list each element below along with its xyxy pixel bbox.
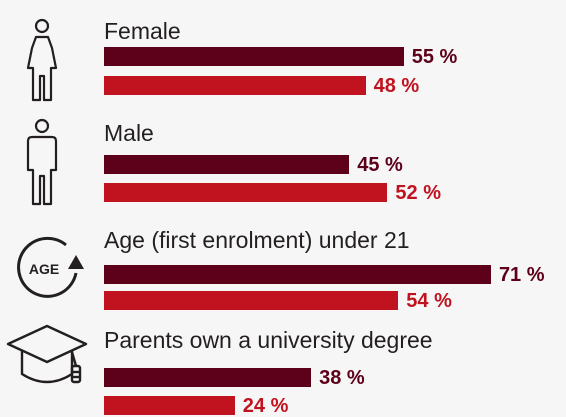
category-label-female: Female	[104, 18, 181, 44]
value-label-parents-series-1: 38 %	[319, 367, 365, 389]
female-icon	[26, 18, 58, 102]
category-label-age: Age (first enrolment) under 21	[104, 227, 410, 253]
value-label-age-series-1: 71 %	[498, 264, 545, 286]
bar-parents-series-1	[104, 368, 312, 387]
bar-parents-series-2	[104, 396, 235, 415]
value-label-female-series-2: 48 %	[373, 75, 420, 97]
value-label-male-series-2: 52 %	[395, 182, 441, 204]
age-icon: AGE	[17, 236, 84, 298]
value-label-female-series-1: 55 %	[411, 46, 458, 68]
bar-age-series-1	[104, 265, 491, 284]
category-label-parents-degree: Parents own a university degree	[104, 327, 433, 353]
bar-age-series-2	[104, 291, 399, 310]
age-icon-text: AGE	[29, 261, 59, 277]
value-label-male-series-1: 45 %	[357, 154, 403, 176]
bar-female-series-1	[104, 47, 404, 66]
bar-female-series-2	[104, 76, 366, 95]
bar-male-series-1	[104, 155, 350, 174]
graduation-cap-icon	[6, 324, 88, 384]
category-label-male: Male	[104, 120, 154, 146]
male-icon	[26, 118, 58, 206]
value-label-parents-series-2: 24 %	[242, 395, 289, 417]
value-label-age-series-2: 54 %	[406, 290, 452, 312]
bar-male-series-2	[104, 183, 388, 202]
